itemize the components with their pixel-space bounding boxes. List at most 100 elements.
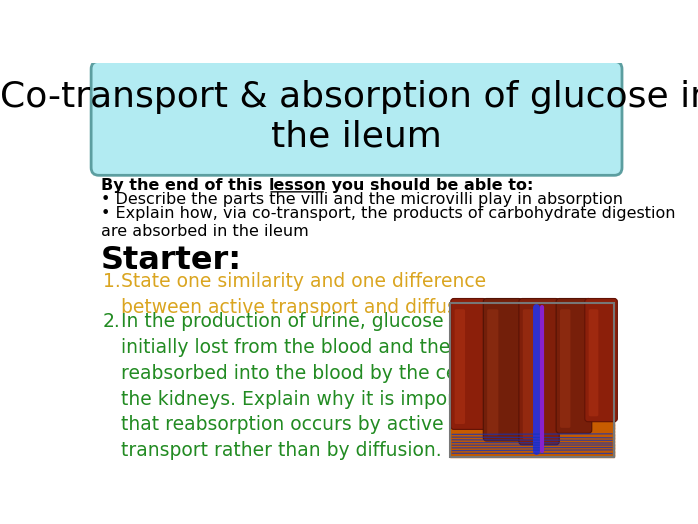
Text: Co-transport & absorption of glucose in
the ileum: Co-transport & absorption of glucose in … bbox=[0, 80, 698, 154]
Bar bbox=[450, 328, 614, 329]
Bar bbox=[450, 311, 614, 312]
Bar bbox=[450, 375, 614, 376]
Bar bbox=[450, 451, 614, 453]
Bar bbox=[450, 303, 614, 304]
Bar bbox=[450, 397, 614, 398]
Bar bbox=[450, 408, 614, 409]
Bar bbox=[450, 453, 614, 454]
Bar bbox=[450, 433, 614, 434]
Bar bbox=[450, 391, 614, 392]
Bar bbox=[450, 369, 614, 370]
Bar bbox=[450, 379, 614, 380]
Bar bbox=[450, 387, 614, 389]
Bar bbox=[450, 434, 614, 435]
Bar bbox=[450, 326, 614, 328]
Bar bbox=[450, 310, 614, 311]
Bar bbox=[450, 376, 614, 377]
Bar bbox=[450, 418, 614, 419]
Bar bbox=[450, 383, 614, 384]
Bar bbox=[450, 428, 614, 429]
Bar bbox=[450, 341, 614, 342]
Bar bbox=[450, 333, 614, 334]
Bar bbox=[450, 423, 614, 425]
Bar bbox=[450, 413, 614, 414]
Bar bbox=[450, 309, 614, 310]
Bar bbox=[450, 431, 614, 432]
Bar bbox=[450, 421, 614, 422]
Bar bbox=[450, 445, 614, 446]
Text: Starter:: Starter: bbox=[101, 245, 242, 276]
Bar bbox=[450, 359, 614, 361]
Bar bbox=[450, 324, 614, 325]
Bar bbox=[450, 388, 614, 389]
Bar bbox=[450, 370, 614, 371]
FancyBboxPatch shape bbox=[560, 309, 570, 428]
Bar bbox=[450, 314, 614, 315]
Bar bbox=[450, 395, 614, 396]
Bar bbox=[450, 346, 614, 347]
Bar bbox=[450, 431, 614, 432]
Bar bbox=[450, 377, 614, 378]
Bar bbox=[450, 335, 614, 336]
Bar bbox=[450, 303, 614, 304]
Bar bbox=[450, 357, 614, 358]
Bar bbox=[450, 368, 614, 369]
Text: • Explain how, via co-transport, the products of carbohydrate digestion are abso: • Explain how, via co-transport, the pro… bbox=[101, 206, 676, 238]
Bar bbox=[450, 448, 614, 450]
Bar bbox=[450, 341, 614, 342]
Bar bbox=[450, 351, 614, 352]
Bar bbox=[450, 321, 614, 322]
Bar bbox=[450, 330, 614, 331]
Bar bbox=[450, 313, 614, 314]
Bar bbox=[450, 432, 614, 433]
Bar bbox=[450, 430, 614, 431]
Bar bbox=[450, 447, 614, 449]
Bar bbox=[450, 315, 614, 316]
Text: In the production of urine, glucose is
initially lost from the blood and then
re: In the production of urine, glucose is i… bbox=[121, 312, 501, 460]
Bar bbox=[450, 344, 614, 345]
Bar bbox=[450, 394, 614, 395]
Bar bbox=[450, 348, 614, 350]
Bar bbox=[450, 423, 614, 424]
Bar bbox=[450, 409, 614, 410]
Bar bbox=[450, 365, 614, 366]
Bar bbox=[450, 351, 614, 353]
Bar bbox=[450, 352, 614, 353]
Bar bbox=[450, 449, 614, 450]
Bar bbox=[450, 356, 614, 357]
FancyBboxPatch shape bbox=[451, 299, 487, 429]
Bar bbox=[450, 332, 614, 333]
Bar bbox=[450, 372, 614, 373]
Bar bbox=[450, 420, 614, 421]
FancyBboxPatch shape bbox=[483, 299, 522, 441]
Bar bbox=[450, 385, 614, 386]
Bar bbox=[450, 361, 614, 362]
Bar bbox=[450, 392, 614, 393]
Bar bbox=[450, 347, 614, 348]
Bar bbox=[450, 415, 614, 416]
FancyBboxPatch shape bbox=[523, 309, 535, 440]
Bar bbox=[450, 438, 614, 439]
Bar bbox=[450, 370, 614, 372]
Bar bbox=[450, 456, 614, 457]
Bar bbox=[450, 429, 614, 430]
Bar bbox=[450, 323, 614, 324]
Bar bbox=[450, 323, 614, 325]
Bar bbox=[450, 387, 614, 388]
Bar bbox=[450, 380, 614, 381]
Bar bbox=[450, 443, 614, 444]
Bar bbox=[450, 325, 614, 326]
Bar bbox=[450, 326, 614, 327]
Bar bbox=[450, 414, 614, 416]
Bar bbox=[450, 402, 614, 403]
Bar bbox=[450, 318, 614, 319]
Bar bbox=[450, 400, 614, 401]
Bar bbox=[450, 454, 614, 455]
FancyBboxPatch shape bbox=[91, 61, 622, 176]
Text: State one similarity and one difference
between active transport and diffusion.: State one similarity and one difference … bbox=[121, 272, 491, 317]
Bar bbox=[450, 381, 614, 383]
Text: lesson: lesson bbox=[268, 178, 326, 193]
Bar bbox=[450, 303, 614, 457]
Bar bbox=[450, 354, 614, 355]
Bar bbox=[450, 442, 614, 443]
